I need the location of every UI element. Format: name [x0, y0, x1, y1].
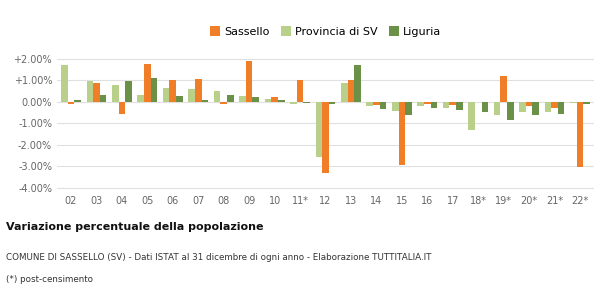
Bar — [68, 102, 74, 104]
Bar — [392, 102, 398, 111]
Text: Variazione percentuale della popolazione: Variazione percentuale della popolazione — [6, 221, 263, 232]
Bar — [398, 102, 405, 165]
Bar — [163, 88, 169, 102]
Bar — [545, 102, 551, 112]
Bar — [322, 102, 329, 173]
Bar — [195, 79, 202, 102]
Bar — [290, 102, 297, 104]
Bar — [246, 61, 253, 102]
Bar — [570, 102, 577, 103]
Bar — [443, 102, 449, 108]
Bar — [100, 95, 106, 102]
Bar — [239, 96, 246, 102]
Bar — [449, 102, 456, 105]
Bar — [468, 102, 475, 130]
Bar — [482, 102, 488, 112]
Bar — [341, 83, 347, 102]
Bar — [227, 95, 233, 102]
Bar — [494, 102, 500, 115]
Bar — [176, 96, 183, 102]
Bar — [74, 100, 81, 102]
Bar — [151, 78, 157, 102]
Bar — [347, 80, 354, 102]
Bar — [532, 102, 539, 115]
Bar — [265, 98, 271, 102]
Bar — [202, 100, 208, 102]
Bar — [271, 98, 278, 102]
Bar — [220, 102, 227, 104]
Bar — [125, 81, 132, 102]
Bar — [558, 102, 565, 114]
Bar — [278, 100, 284, 102]
Bar — [253, 98, 259, 102]
Bar — [61, 65, 68, 102]
Text: (*) post-censimento: (*) post-censimento — [6, 275, 93, 284]
Bar — [329, 102, 335, 104]
Legend: Sassello, Provincia di SV, Liguria: Sassello, Provincia di SV, Liguria — [205, 22, 446, 41]
Bar — [112, 85, 119, 102]
Bar — [316, 102, 322, 157]
Bar — [424, 102, 431, 104]
Bar — [119, 102, 125, 114]
Bar — [354, 65, 361, 102]
Bar — [551, 102, 558, 108]
Bar — [405, 102, 412, 115]
Bar — [519, 102, 526, 112]
Bar — [297, 80, 304, 102]
Text: COMUNE DI SASSELLO (SV) - Dati ISTAT al 31 dicembre di ogni anno - Elaborazione : COMUNE DI SASSELLO (SV) - Dati ISTAT al … — [6, 253, 431, 262]
Bar — [144, 64, 151, 102]
Bar — [86, 81, 93, 102]
Bar — [500, 76, 507, 102]
Bar — [431, 102, 437, 108]
Bar — [93, 83, 100, 102]
Bar — [526, 102, 532, 106]
Bar — [583, 102, 590, 104]
Bar — [214, 91, 220, 102]
Bar — [507, 102, 514, 120]
Bar — [418, 102, 424, 106]
Bar — [380, 102, 386, 109]
Bar — [456, 102, 463, 110]
Bar — [373, 102, 380, 105]
Bar — [367, 102, 373, 106]
Bar — [188, 89, 195, 102]
Bar — [137, 95, 144, 102]
Bar — [304, 102, 310, 103]
Bar — [577, 102, 583, 167]
Bar — [169, 80, 176, 102]
